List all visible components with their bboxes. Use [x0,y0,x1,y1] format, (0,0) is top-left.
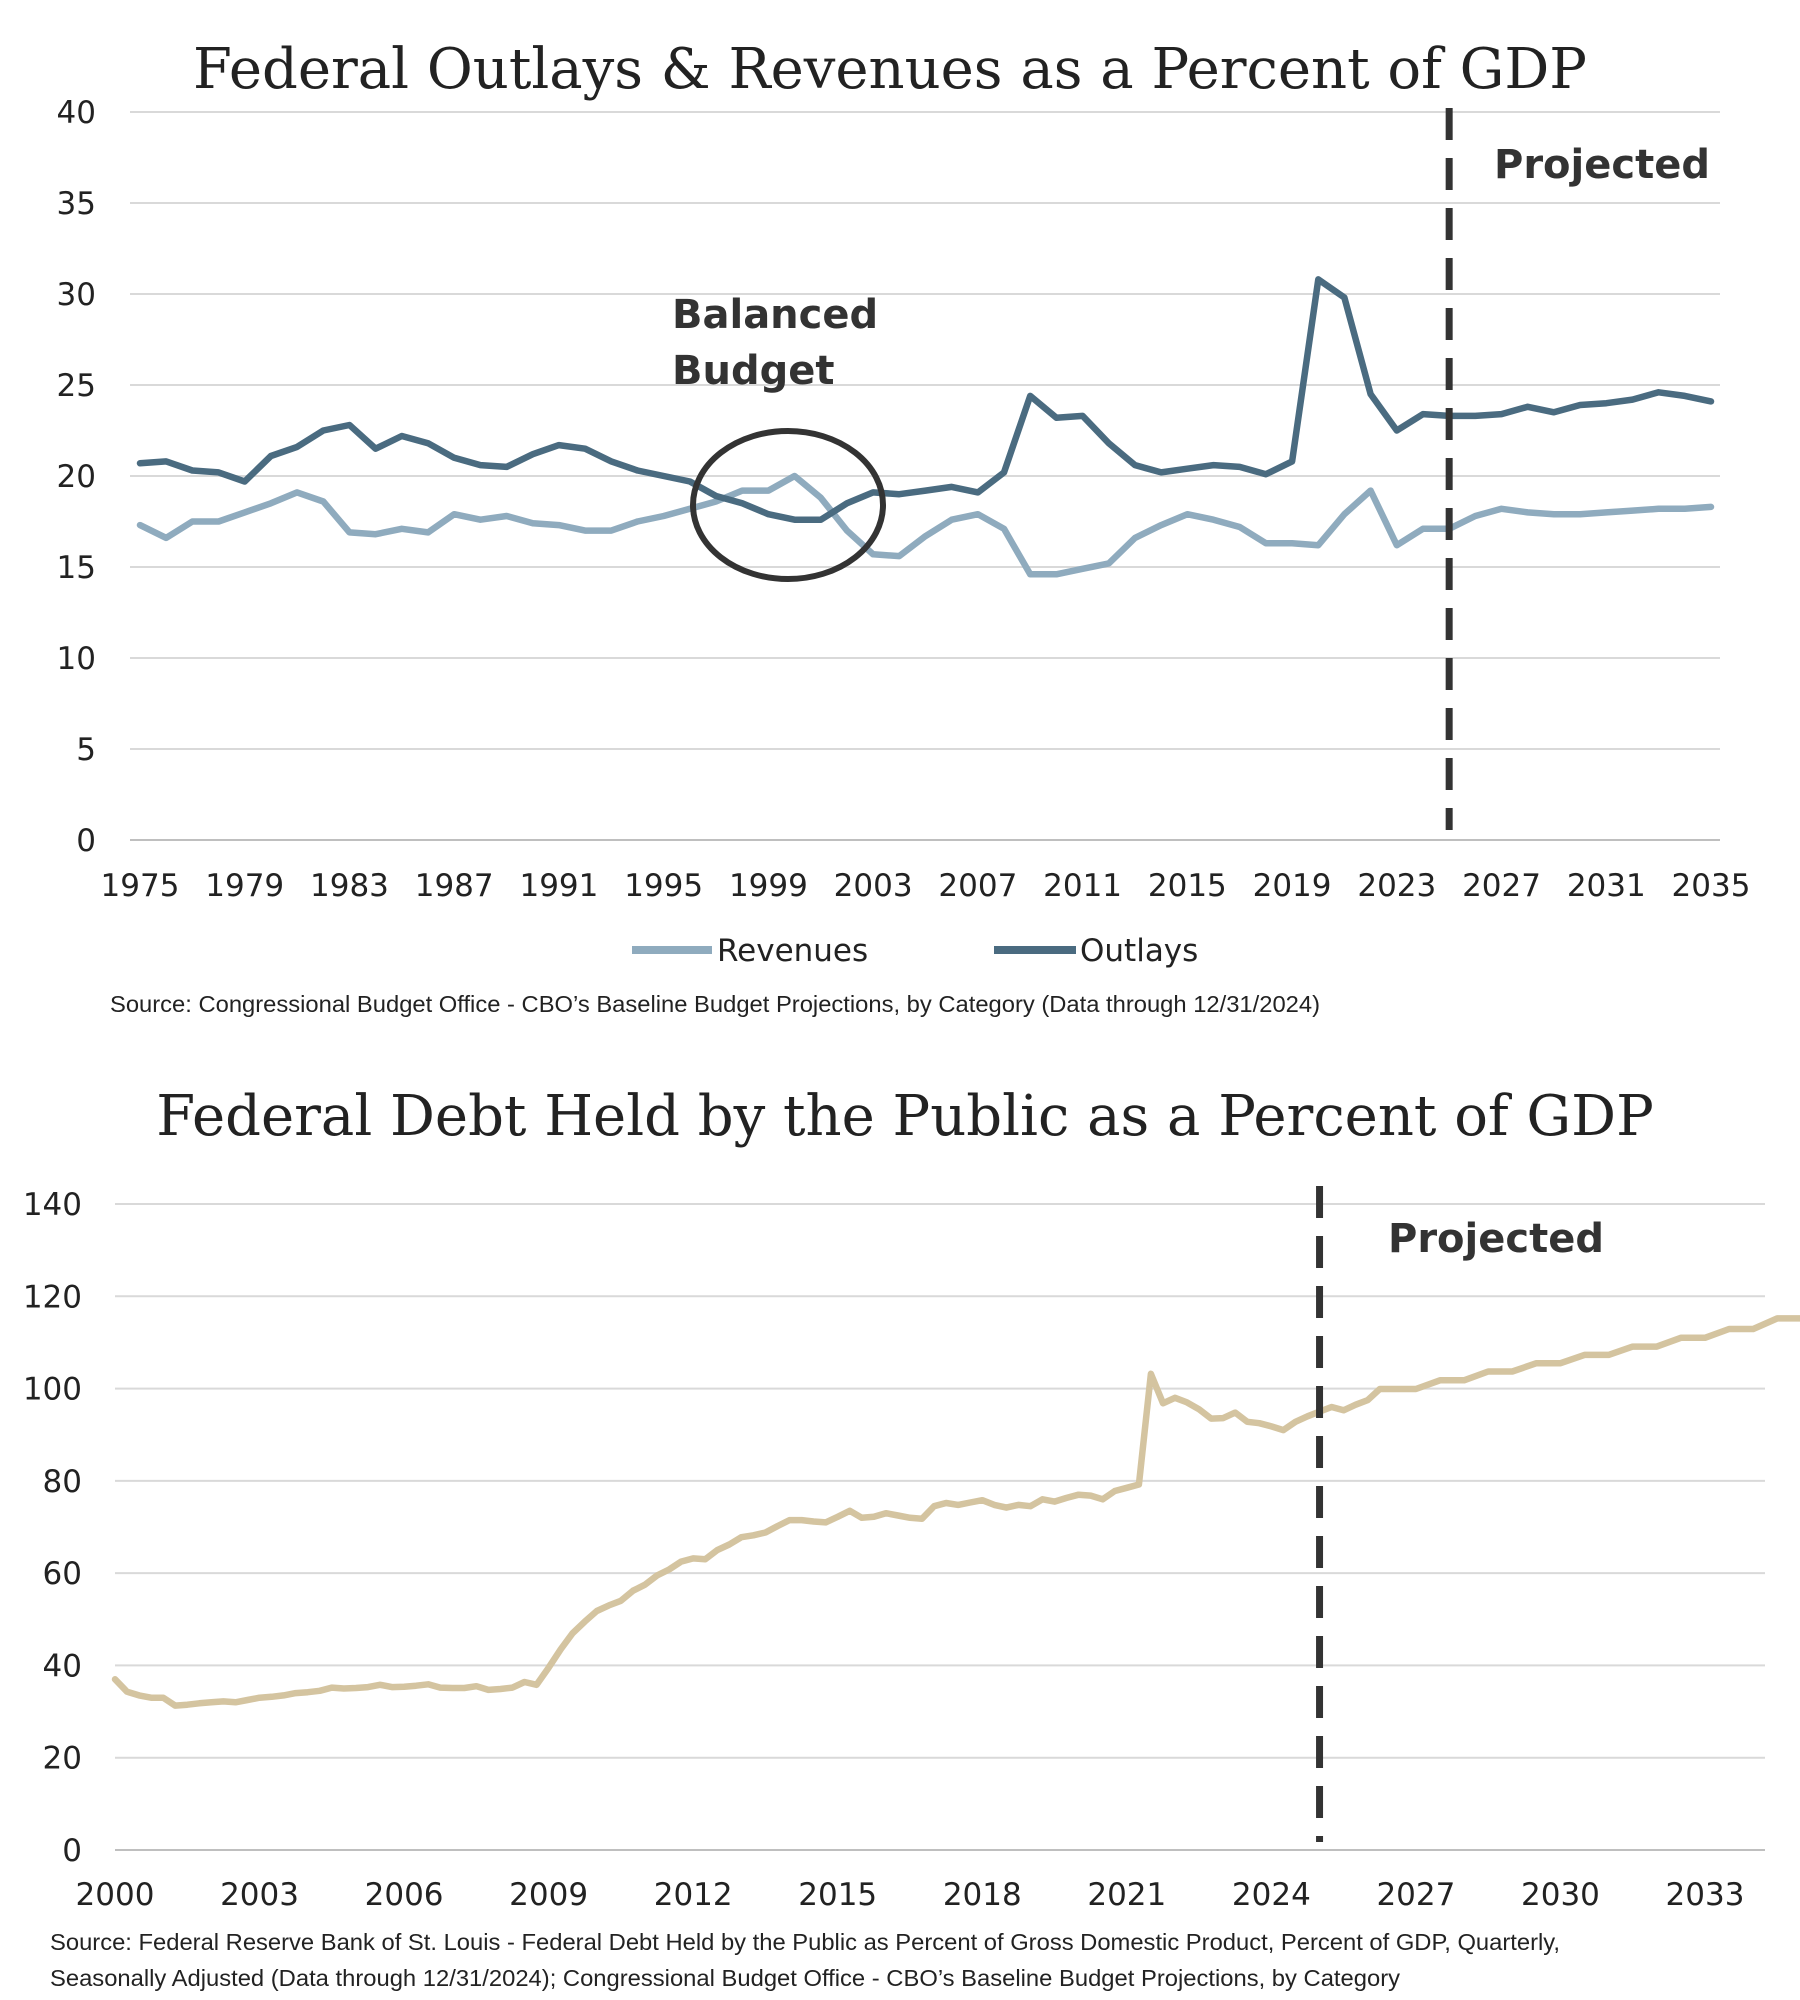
chart2-x-tick: 2030 [1521,1877,1600,1913]
chart1-y-tick: 15 [57,550,96,586]
chart1-x-tick: 2007 [938,868,1017,904]
chart1-y-tick: 25 [57,368,96,404]
chart2-y-tick: 40 [43,1648,82,1684]
chart1-y-tick: 40 [57,95,96,131]
chart2-x-axis: 2000 2003 2006 2009 2012 2015 2018 2021 2024 2027… [76,1877,1745,1913]
chart2-y-tick: 80 [43,1464,82,1500]
chart2-y-tick: 140 [23,1187,82,1223]
chart2-source-line1: Source: Federal Reserve Bank of St. Loui… [50,1929,1560,1955]
chart1-x-tick: 2027 [1462,868,1541,904]
chart1-y-tick: 0 [76,823,96,859]
chart2-x-tick: 2024 [1232,1877,1311,1913]
chart2-x-tick: 2018 [943,1877,1022,1913]
legend-revenues-label: Revenues [717,933,868,969]
chart1-x-tick: 2015 [1148,868,1227,904]
chart2-x-tick: 2006 [365,1877,444,1913]
chart1-x-tick: 1995 [624,868,703,904]
chart1-y-tick: 30 [57,277,96,313]
chart1-x-tick: 1975 [101,868,180,904]
balanced-budget-label-line2: Budget [672,348,834,394]
chart2-x-tick: 2015 [798,1877,877,1913]
chart1-x-tick: 2031 [1567,868,1646,904]
chart1-x-axis: 1975 1979 1983 1987 1991 1995 1999 2003 2007 2011… [101,868,1751,904]
chart1-x-tick: 2003 [834,868,913,904]
chart2-y-tick: 100 [23,1372,82,1408]
chart1-x-tick: 2023 [1357,868,1436,904]
chart1-x-tick: 2019 [1253,868,1332,904]
balanced-budget-label-line1: Balanced [672,292,878,338]
chart1-y-tick: 20 [57,459,96,495]
series-line-outlays [136,276,1715,523]
chart1-x-tick: 1987 [415,868,494,904]
chart2-x-tick: 2012 [654,1877,733,1913]
chart1-gridlines [130,111,1720,841]
chart1-x-tick: 1983 [310,868,389,904]
chart2-y-tick: 20 [43,1741,82,1777]
chart1-y-tick: 35 [57,186,96,222]
chart1-series [136,276,1715,578]
outlays-revenues-chart: Federal Outlays & Revenues as a Percent … [57,37,1751,1017]
chart2-y-axis: 0 20 40 60 80 100 120 140 [23,1187,82,1869]
balanced-budget-circle [690,428,886,582]
chart2-x-tick: 2003 [220,1877,299,1913]
chart2-y-tick: 120 [23,1279,82,1315]
chart2-projected-label: Projected [1388,1216,1604,1262]
chart2-source-line2: Seasonally Adjusted (Data through 12/31/… [50,1965,1401,1991]
chart1-y-axis: 0 5 10 15 20 25 30 35 40 [57,95,96,859]
chart1-y-tick: 5 [76,732,96,768]
chart1-x-tick: 1999 [729,868,808,904]
chart2-x-tick: 2009 [509,1877,588,1913]
chart1-title: Federal Outlays & Revenues as a Percent … [193,37,1587,102]
series-line-debt [111,1315,1800,1709]
chart2-y-tick: 0 [62,1833,82,1869]
chart2-x-tick: 2033 [1666,1877,1745,1913]
chart1-x-tick: 2011 [1043,868,1122,904]
chart2-series [111,1315,1800,1709]
chart1-legend: Revenues Outlays [632,933,1198,969]
chart1-projected-label: Projected [1494,142,1710,188]
chart2-x-tick: 2021 [1087,1877,1166,1913]
chart2-x-tick: 2000 [76,1877,155,1913]
chart1-y-tick: 10 [57,641,96,677]
federal-debt-chart: Federal Debt Held by the Public as a Per… [23,1084,1800,1991]
chart1-x-tick: 1991 [519,868,598,904]
chart1-x-tick: 2035 [1672,868,1751,904]
chart2-x-tick: 2027 [1376,1877,1455,1913]
chart2-title: Federal Debt Held by the Public as a Per… [156,1084,1654,1149]
chart1-x-tick: 1979 [205,868,284,904]
chart2-y-tick: 60 [43,1556,82,1592]
legend-outlays-label: Outlays [1080,933,1198,969]
chart2-gridlines [115,1203,1765,1851]
chart1-source: Source: Congressional Budget Office - CB… [110,991,1320,1017]
